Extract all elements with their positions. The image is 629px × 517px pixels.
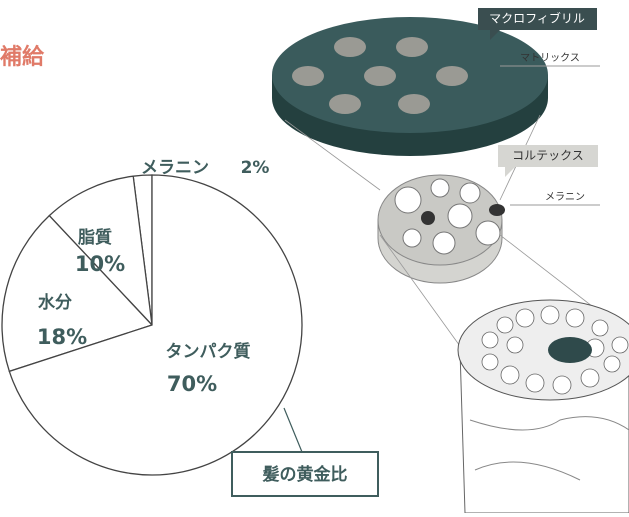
- slice-label: タンパク質: [166, 341, 251, 362]
- slice-value-label: 10%: [75, 252, 125, 276]
- slice-label: 脂質: [78, 227, 112, 248]
- slice-label: 水分: [38, 292, 72, 313]
- title: 補給: [0, 44, 45, 70]
- annotation-box: [231, 451, 379, 497]
- slice-value-label: 18%: [37, 325, 87, 349]
- slice-value-label: 2%: [241, 158, 270, 178]
- slice-label: メラニン: [141, 158, 209, 178]
- pie-slice: [48, 175, 153, 327]
- illustration: [272, 8, 629, 514]
- diagram-label: マクロフィブリル: [489, 11, 585, 26]
- diagram-label: マトリックス: [520, 52, 580, 64]
- pie-slice: [1, 214, 154, 373]
- slice-value-label: 70%: [167, 372, 217, 396]
- annotation: 髪の黄金比: [262, 464, 348, 485]
- diagram-label: メラニン: [545, 191, 585, 203]
- diagram-label: コルテックス: [512, 149, 584, 163]
- pie-chart: メラニン 2% 脂質 10%水分 18% タンパク質 70%: [1, 158, 303, 476]
- leader-line: [283, 407, 303, 453]
- pie-slice: [8, 174, 303, 476]
